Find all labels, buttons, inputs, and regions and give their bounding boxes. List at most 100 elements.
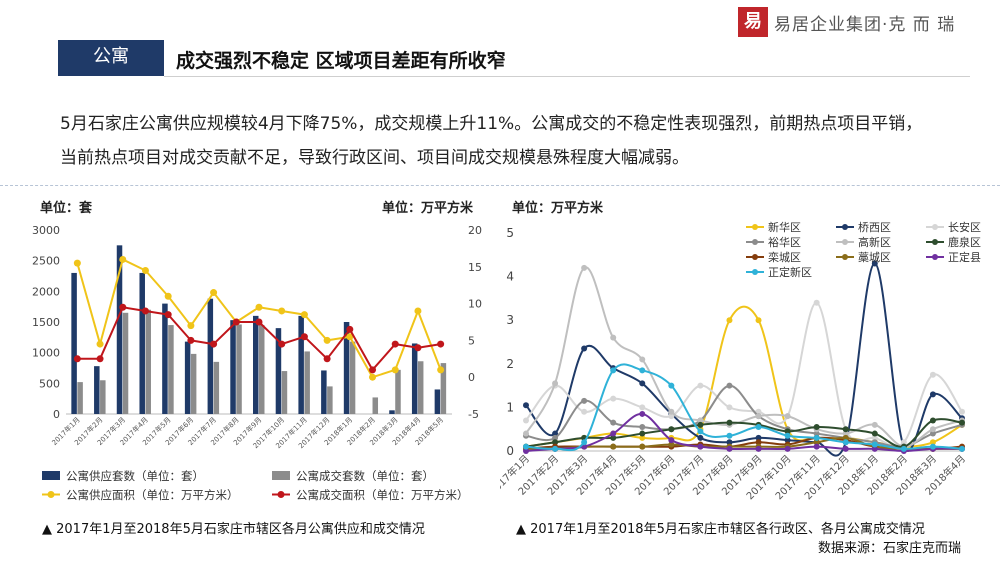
series-point-3-10 [813, 430, 820, 437]
series-point-9-1 [552, 445, 559, 452]
point-supply-area-6 [210, 289, 218, 297]
headline-underline [164, 40, 970, 77]
chart1-caption: ▲ 2017年1月至2018年5月石家庄市辖区各月公寓供应和成交情况 [42, 522, 425, 537]
series-point-1-8 [755, 434, 762, 441]
series-point-9-2 [581, 439, 588, 446]
bar-supply-1 [94, 366, 100, 414]
series-point-7-3 [610, 443, 617, 450]
series-point-0-7 [726, 317, 733, 324]
series-point-1-4 [639, 380, 646, 387]
y-tick-label-0: 0 [506, 444, 514, 458]
bar-supply-0 [71, 272, 77, 414]
series-point-8-7 [726, 445, 733, 452]
point-supply-area-0 [73, 259, 81, 267]
point-transaction-area-14 [391, 340, 399, 348]
left-axis-tick-label-1: 500 [39, 377, 60, 390]
series-point-1-9 [784, 437, 791, 444]
series-point-5-5 [668, 426, 675, 433]
series-point-2-4 [639, 404, 646, 411]
section-divider [0, 185, 1000, 186]
bar-transaction-4 [168, 325, 174, 414]
bar-transaction-6 [213, 361, 220, 414]
series-point-4-14 [929, 426, 936, 433]
legend-swatch-dot-2 [47, 491, 55, 498]
district-transaction-chart: 0123452017年1月2017年2月2017年3月2017年4月2017年5… [500, 220, 981, 502]
series-point-8-11 [842, 445, 849, 452]
series-point-2-12 [871, 434, 878, 441]
legend-swatch-dot-7 [842, 254, 848, 260]
bar-transaction-2 [122, 312, 129, 414]
bar-transaction-5 [190, 353, 197, 414]
series-point-5-7 [726, 419, 733, 426]
series-point-9-0 [523, 443, 529, 450]
series-point-2-10 [813, 299, 820, 306]
series-point-4-0 [523, 430, 529, 437]
series-point-9-8 [755, 424, 762, 431]
series-point-4-4 [639, 356, 646, 363]
point-transaction-area-9 [278, 340, 286, 348]
company-logo-text: 易居企业集团·克 而 瑞 [774, 15, 956, 35]
series-point-1-1 [552, 430, 559, 437]
series-point-4-9 [784, 413, 791, 420]
point-transaction-area-16 [437, 340, 445, 348]
series-point-3-14 [929, 430, 936, 437]
series-point-9-3 [610, 367, 617, 374]
legend-label-0: 新华区 [768, 220, 801, 234]
series-point-5-12 [871, 430, 878, 437]
left-axis-tick-label-6: 3000 [32, 224, 60, 237]
series-point-4-11 [842, 430, 849, 437]
series-point-2-7 [726, 404, 733, 411]
series-point-0-14 [929, 439, 936, 446]
point-transaction-area-2 [119, 303, 127, 311]
point-transaction-area-13 [369, 366, 377, 374]
bar-transaction-8 [259, 325, 265, 414]
series-point-9-13 [900, 445, 907, 452]
company-logo-seal: 易 [738, 7, 768, 37]
y-tick-label-4: 4 [506, 270, 514, 284]
series-point-4-12 [871, 421, 878, 428]
bar-supply-2 [116, 245, 123, 414]
left-axis-tick-label-0: 0 [53, 408, 60, 421]
legend-label-2: 长安区 [948, 220, 981, 234]
bar-supply-8 [253, 315, 259, 414]
point-supply-area-12 [346, 333, 354, 341]
legend-swatch-dot-5 [932, 239, 938, 245]
point-supply-area-5 [187, 322, 195, 330]
legend-label-1: 公寓成交套数（单位：套） [296, 469, 434, 483]
series-point-4-8 [755, 413, 762, 420]
y-tick-label-1: 1 [506, 400, 514, 414]
left-axis-tick-label-3: 1500 [32, 316, 60, 329]
legend-label-1: 桥西区 [858, 221, 891, 234]
series-point-2-5 [668, 413, 675, 420]
left-axis-tick-label-2: 1000 [32, 347, 60, 360]
series-line-7 [525, 436, 962, 450]
point-supply-area-8 [255, 303, 263, 311]
bar-supply-5 [184, 341, 191, 414]
legend-swatch-dot-2 [932, 224, 938, 230]
legend-swatch-dot-0 [752, 224, 758, 230]
supply-transaction-chart: 050010001500200025003000-5051015202017年1… [32, 224, 482, 502]
series-line-8 [525, 412, 963, 453]
legend-swatch-dot-3 [752, 239, 758, 245]
legend-label-2: 公寓供应面积（单位：万平方米） [66, 488, 239, 502]
chart2-caption: ▲ 2017年1月至2018年5月石家庄市辖区各行政区、各月公寓成交情况 [516, 522, 925, 537]
legend-swatch-dot-6 [752, 254, 758, 260]
point-transaction-area-0 [73, 355, 81, 363]
bar-supply-15 [411, 343, 418, 414]
series-point-3-7 [726, 382, 733, 389]
summary-line-1: 5月石家庄公寓供应规模较4月下降75%，成交规模上升11%。公寓成交的不稳定性表… [60, 114, 923, 134]
series-point-3-1 [552, 434, 559, 441]
series-point-7-4 [639, 443, 646, 450]
legend-label-3: 公寓成交面积（单位：万平方米） [296, 488, 469, 502]
legend-label-4: 高新区 [858, 235, 891, 249]
series-point-5-10 [813, 424, 820, 431]
series-point-9-14 [929, 443, 936, 450]
series-point-9-6 [697, 428, 704, 435]
legend-swatch-dot-4 [842, 239, 848, 245]
point-transaction-area-3 [141, 307, 149, 315]
bar-supply-14 [389, 410, 395, 414]
series-line-5 [525, 418, 963, 448]
point-supply-area-11 [323, 336, 331, 344]
right-axis-tick-label-5: 20 [468, 224, 482, 237]
series-point-2-3 [610, 395, 617, 402]
